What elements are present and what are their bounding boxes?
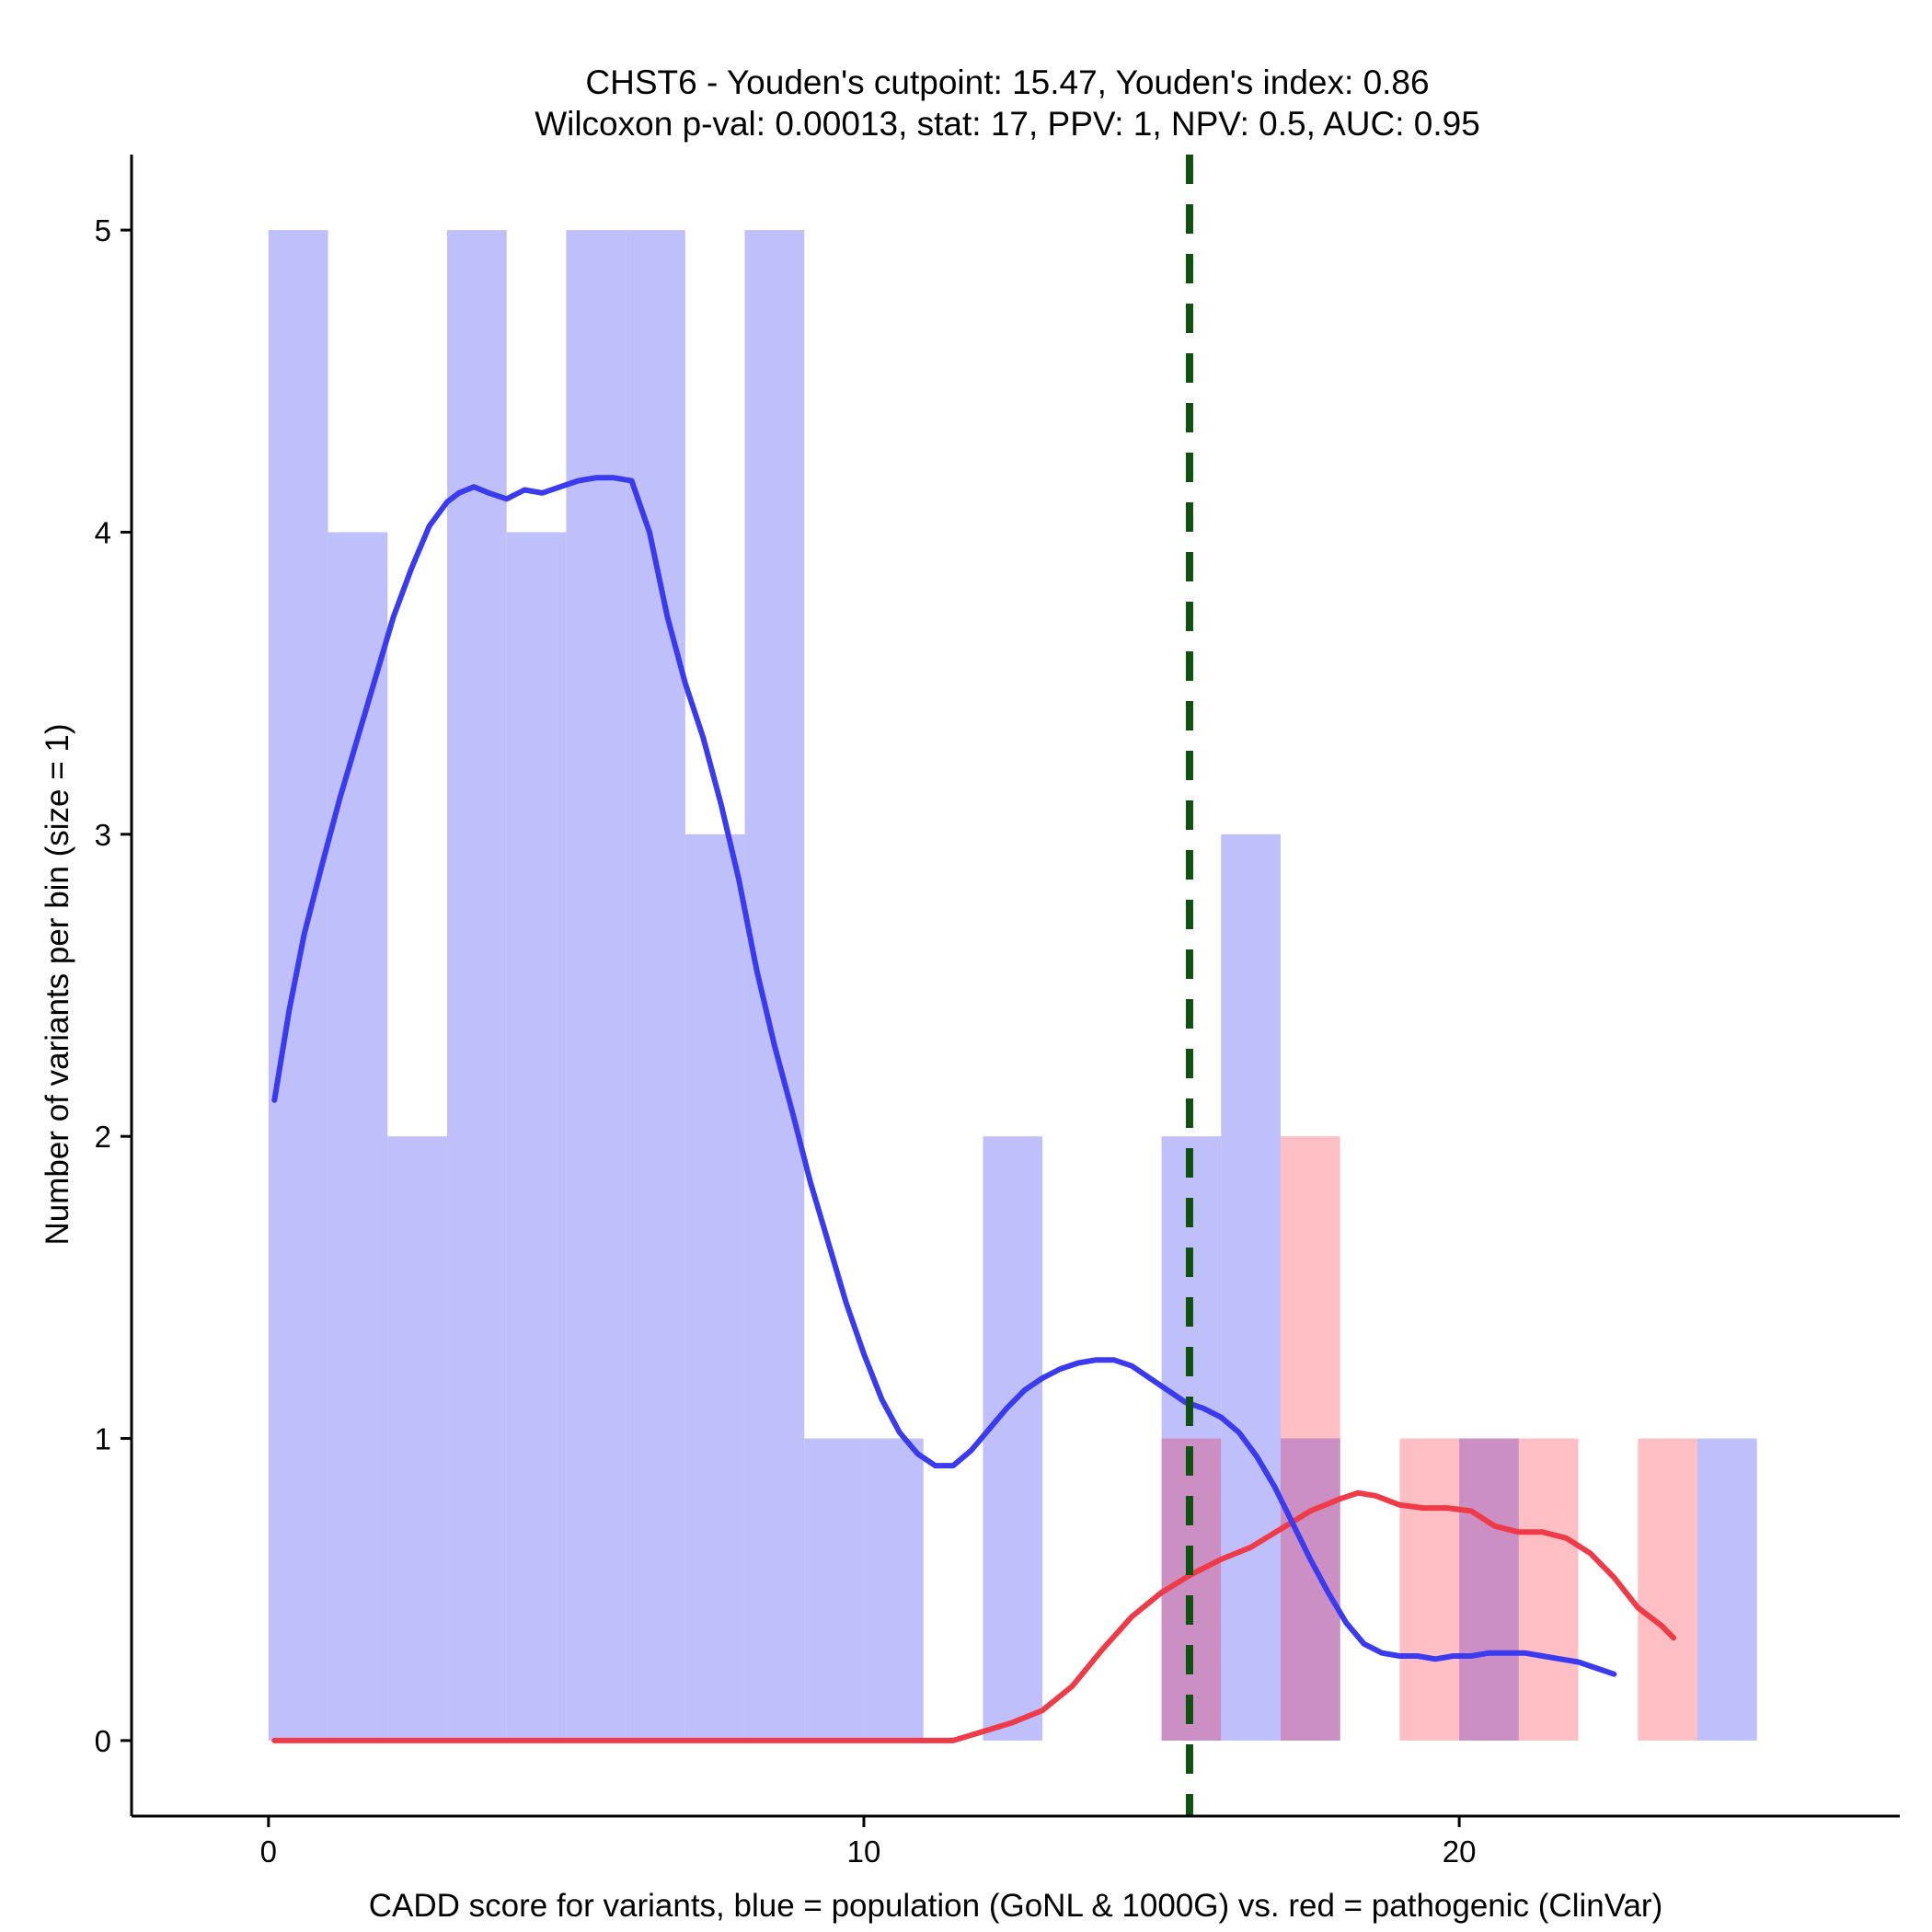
population-bar [804, 1438, 864, 1741]
population-bar [506, 532, 567, 1741]
y-tick-label: 2 [95, 1120, 111, 1154]
y-tick-label: 4 [95, 515, 111, 549]
y-axis-title: Number of variants per bin (size = 1) [40, 723, 75, 1245]
population-bar [863, 1438, 924, 1741]
population-bar [566, 230, 627, 1741]
population-bar [626, 230, 685, 1741]
population-bar [1696, 1438, 1757, 1741]
x-tick-label: 0 [260, 1834, 277, 1869]
population-bar [387, 1136, 447, 1741]
y-tick-label: 0 [95, 1724, 111, 1758]
pathogenic-bar [1638, 1438, 1697, 1741]
y-tick-label: 5 [95, 213, 111, 247]
chart-title-line-2: Wilcoxon p-val: 0.00013, stat: 17, PPV: … [535, 105, 1480, 143]
x-tick-label: 10 [847, 1834, 881, 1869]
population-bar [1221, 834, 1281, 1741]
axis-ticks: 0 10 20 0 1 2 3 4 5 [95, 213, 1477, 1869]
population-bar [983, 1136, 1043, 1741]
pathogenic-density-line [271, 1489, 1677, 1743]
population-density-line [271, 475, 1617, 1677]
density-curves [271, 475, 1677, 1743]
population-bar [446, 230, 507, 1741]
pathogenic-bar [1280, 1136, 1340, 1439]
population-bar [268, 230, 328, 1741]
y-tick-label: 1 [95, 1422, 111, 1456]
pathogenic-bar [1518, 1438, 1579, 1741]
x-axis-title: CADD score for variants, blue = populati… [369, 1888, 1663, 1924]
histogram-bars [268, 230, 1757, 1741]
pathogenic-bar [1399, 1438, 1460, 1741]
x-tick-label: 20 [1443, 1834, 1477, 1869]
chart-title-line-1: CHST6 - Youden's cutpoint: 15.47, Youden… [585, 63, 1429, 101]
population-bar [684, 834, 745, 1741]
overlap-bar [1459, 1438, 1519, 1741]
population-bar [744, 230, 805, 1741]
population-bar [328, 532, 388, 1741]
y-tick-label: 3 [95, 818, 111, 852]
overlap-bar [1280, 1438, 1340, 1741]
